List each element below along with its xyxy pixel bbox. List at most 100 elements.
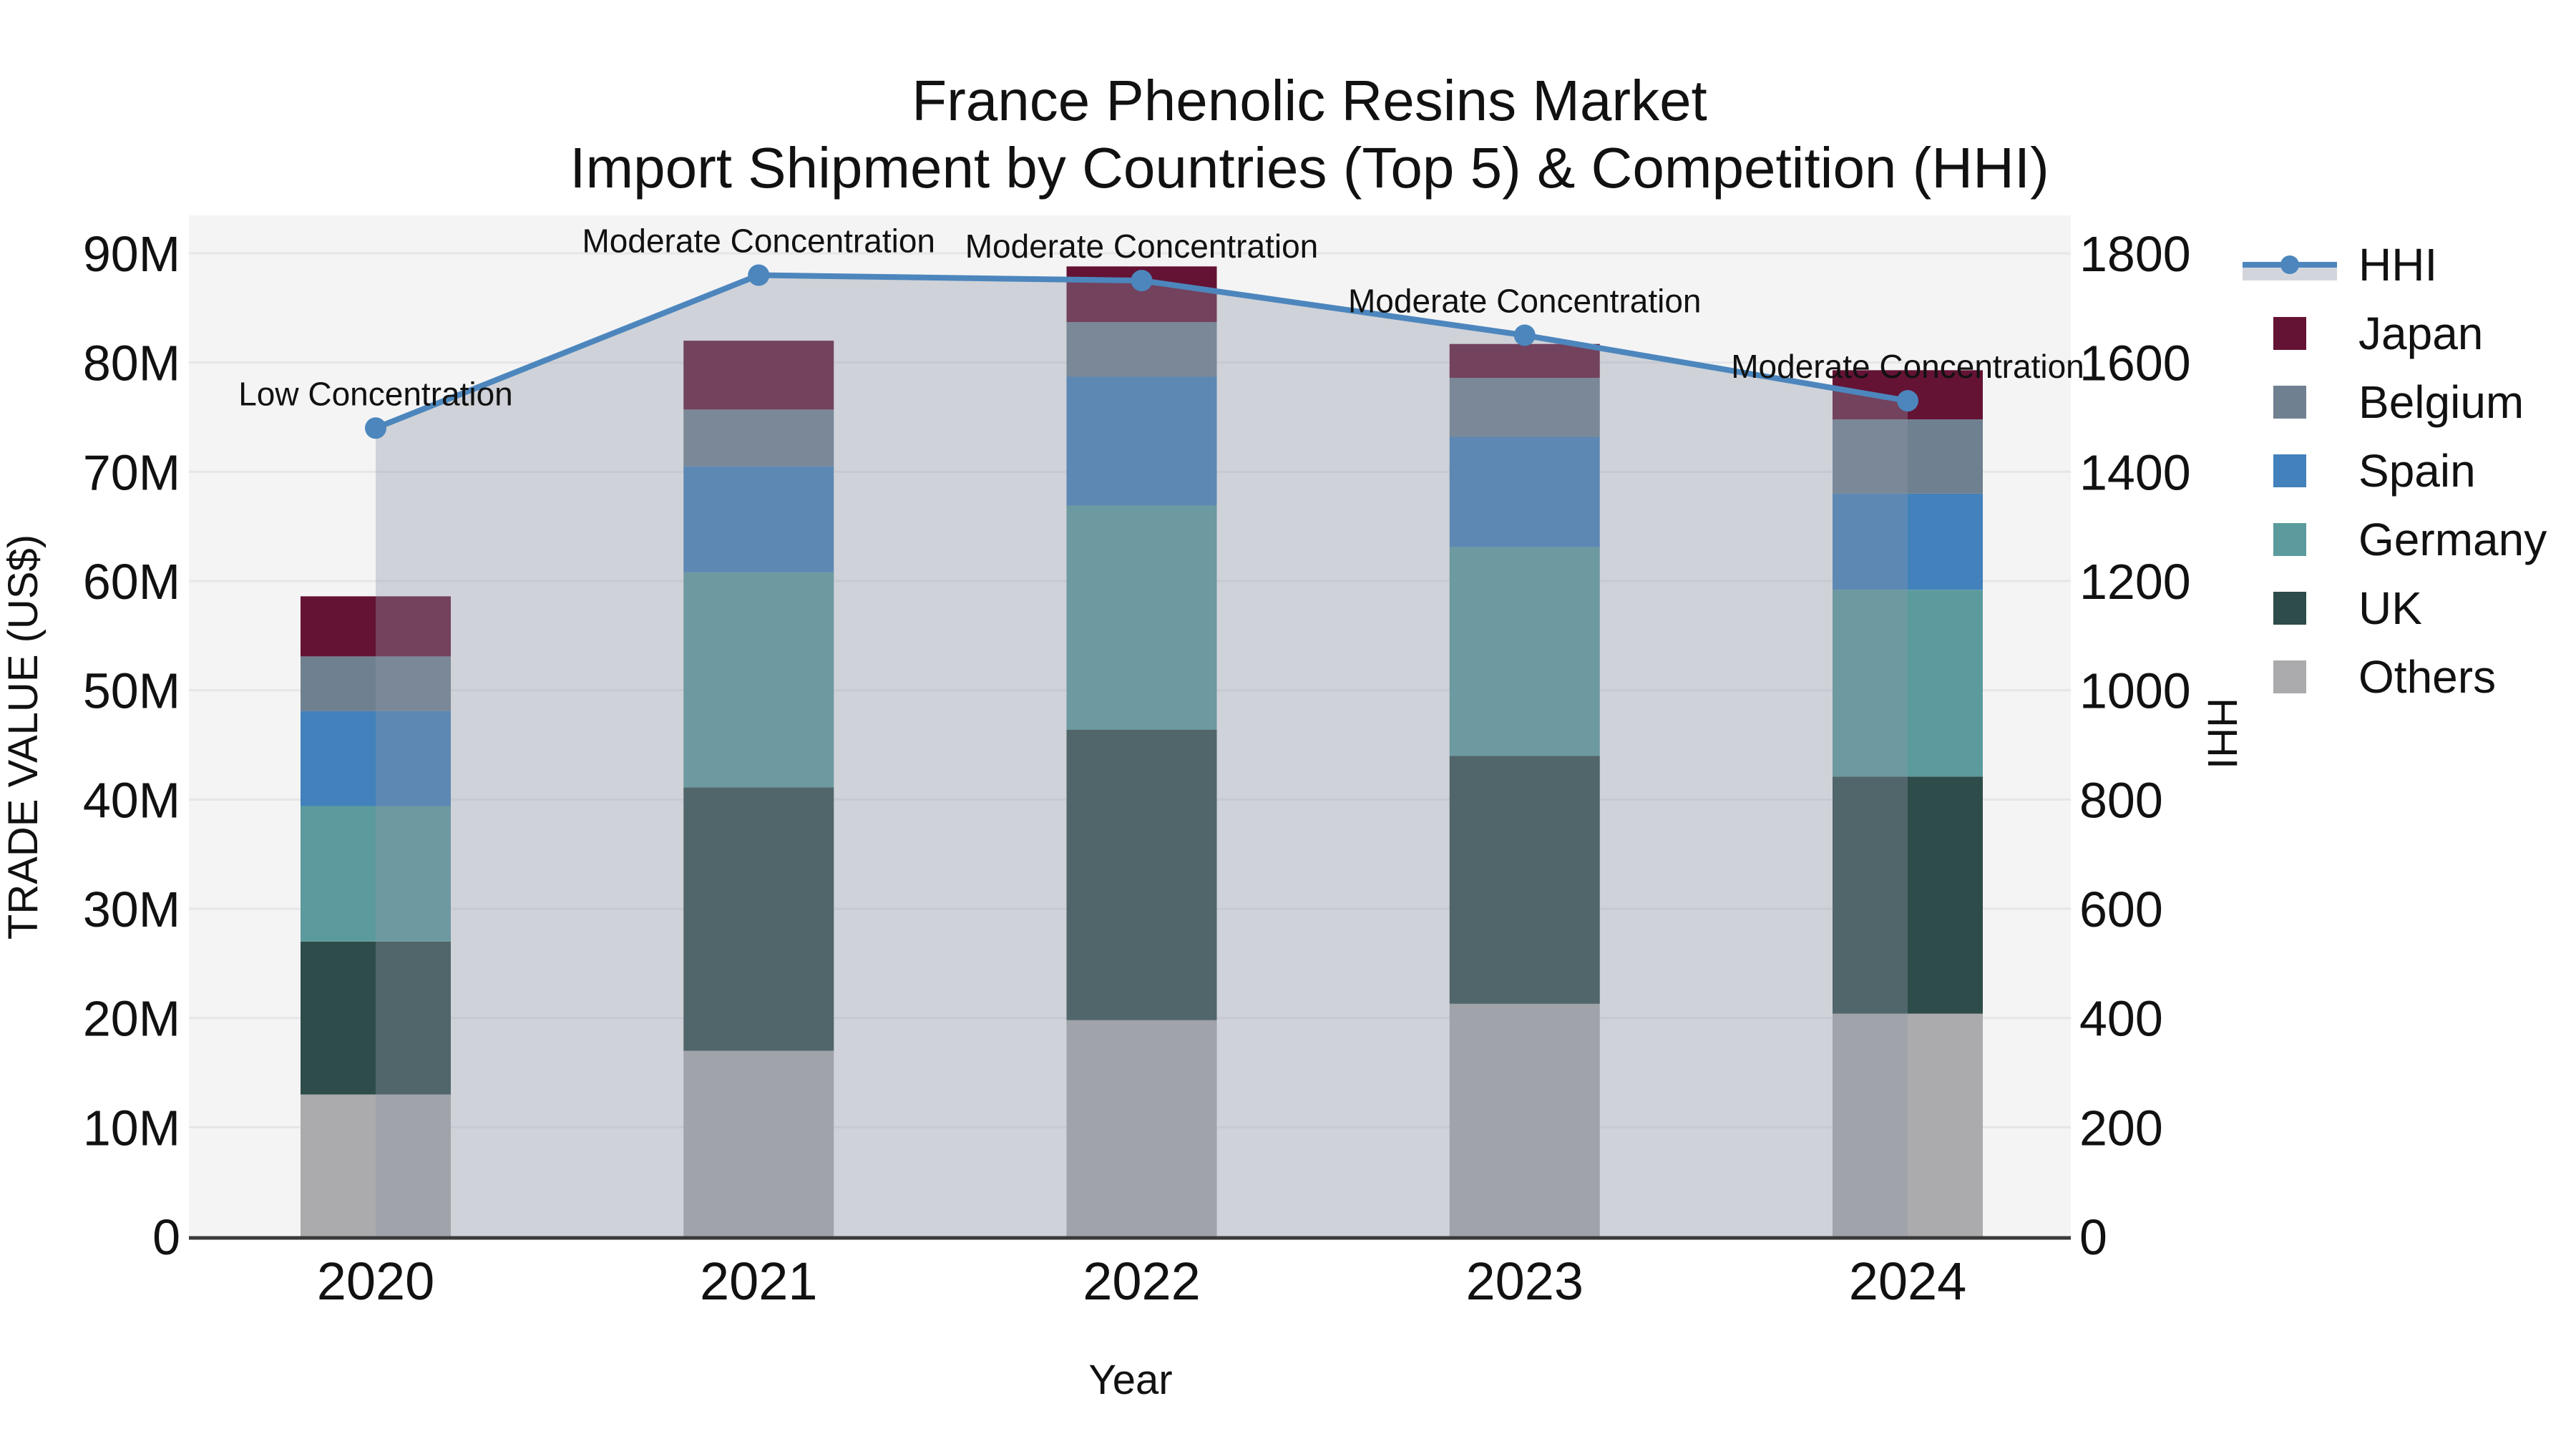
bar-segment-2023-japan [1449, 343, 1600, 379]
legend-color-swatch-icon [2240, 592, 2340, 625]
y-right-tick-0: 0 [2079, 1209, 2107, 1265]
legend-color-swatch-icon [2240, 317, 2340, 350]
annotation-2021: Moderate Concentration [582, 223, 935, 260]
hhi-marker-2022 [1131, 270, 1153, 292]
legend-label-hhi: HHI [2358, 239, 2438, 291]
x-tick-2022: 2022 [1083, 1252, 1201, 1311]
bar-segment-2022-belgium [1066, 322, 1217, 377]
bar-segment-2022-spain [1066, 376, 1217, 506]
hhi-area-swatch-icon [2243, 255, 2337, 280]
chart-title-line1: France Phenolic Resins Market [912, 69, 1707, 132]
bar-segment-2023-spain [1449, 436, 1600, 547]
bar-segment-2021-japan [683, 341, 834, 410]
bar-segment-2020-others [301, 1094, 451, 1236]
bar-segment-2021-uk [683, 787, 834, 1051]
uk-swatch-icon [2273, 592, 2306, 625]
germany-swatch-icon [2273, 523, 2306, 556]
y-axis-left-title: TRADE VALUE (US$) [0, 535, 47, 940]
y-right-tick-400: 400 [2079, 991, 2163, 1047]
y-right-tick-200: 200 [2079, 1100, 2163, 1156]
legend: HHI Japan Belgium Spain Germany UK Others [2240, 230, 2547, 711]
bar-segment-2024-spain [1833, 493, 1983, 590]
bar-segment-2024-uk [1833, 776, 1983, 1014]
bar-segment-2021-others [683, 1050, 834, 1236]
legend-label-uk: UK [2358, 582, 2422, 634]
bar-segment-2021-belgium [683, 409, 834, 467]
legend-color-swatch-icon [2240, 523, 2340, 556]
bar-segment-2022-others [1066, 1020, 1217, 1236]
legend-item-germany: Germany [2240, 505, 2547, 574]
bar-segment-2024-others [1833, 1013, 1983, 1236]
spain-swatch-icon [2273, 454, 2306, 487]
legend-label-others: Others [2358, 651, 2497, 703]
legend-item-japan: Japan [2240, 299, 2547, 368]
hhi-marker-2020 [365, 417, 386, 439]
legend-line-swatch-icon [2240, 249, 2340, 280]
bar-segment-2023-uk [1449, 756, 1600, 1004]
y-right-tick-800: 800 [2079, 772, 2163, 828]
y-right-tick-1800: 1800 [2079, 226, 2191, 282]
y-left-tick-70M: 70M [83, 444, 180, 500]
plot-area: Low Concentration Moderate Concentration M… [83, 215, 2191, 1311]
chart-title-line2: Import Shipment by Countries (Top 5) & C… [570, 136, 2049, 200]
japan-swatch-icon [2273, 317, 2306, 350]
legend-label-germany: Germany [2358, 514, 2547, 565]
bar-segment-2024-belgium [1833, 419, 1983, 494]
legend-label-spain: Spain [2358, 445, 2476, 497]
bar-segment-2020-uk [301, 941, 451, 1095]
bar-segment-2021-germany [683, 572, 834, 788]
x-tick-2023: 2023 [1465, 1252, 1584, 1311]
bar-segment-2024-germany [1833, 590, 1983, 777]
x-axis-title: Year [1088, 1357, 1172, 1403]
bar-segment-2023-germany [1449, 547, 1600, 756]
y-left-tick-0: 0 [152, 1209, 180, 1265]
annotation-2023: Moderate Concentration [1348, 283, 1702, 320]
hhi-area-fill [376, 275, 1908, 1236]
x-tick-2020: 2020 [317, 1252, 435, 1311]
hhi-marker-2021 [748, 264, 770, 286]
bar-segment-2020-spain [301, 711, 451, 806]
bar-segment-2020-belgium [301, 656, 451, 711]
bar-segment-2020-germany [301, 806, 451, 942]
y-right-tick-600: 600 [2079, 882, 2163, 937]
y-axis-right-title: HHI [2199, 698, 2245, 769]
legend-label-belgium: Belgium [2358, 376, 2524, 428]
y-left-tick-10M: 10M [83, 1100, 180, 1156]
legend-item-hhi: HHI [2240, 230, 2547, 299]
legend-color-swatch-icon [2240, 660, 2340, 693]
hhi-marker-2023 [1513, 324, 1536, 346]
bar-segment-2020-japan [301, 596, 451, 657]
x-tick-2021: 2021 [700, 1252, 818, 1311]
hhi-marker-swatch-icon [2280, 255, 2299, 274]
others-swatch-icon [2273, 660, 2306, 693]
y-right-tick-1200: 1200 [2079, 554, 2191, 610]
legend-item-uk: UK [2240, 574, 2547, 643]
bar-segment-2023-belgium [1449, 378, 1600, 437]
legend-color-swatch-icon [2240, 454, 2340, 487]
y-right-tick-1400: 1400 [2079, 444, 2191, 500]
belgium-swatch-icon [2273, 386, 2306, 419]
y-left-tick-50M: 50M [83, 663, 180, 719]
legend-item-spain: Spain [2240, 436, 2547, 505]
legend-item-belgium: Belgium [2240, 368, 2547, 436]
bar-segment-2022-uk [1066, 729, 1217, 1020]
y-right-tick-1600: 1600 [2079, 336, 2191, 391]
legend-label-japan: Japan [2358, 308, 2484, 359]
bar-segment-2021-spain [683, 466, 834, 572]
annotation-2020: Low Concentration [238, 375, 513, 412]
y-left-tick-30M: 30M [83, 882, 180, 937]
legend-color-swatch-icon [2240, 386, 2340, 419]
y-left-tick-60M: 60M [83, 554, 180, 610]
y-right-tick-1000: 1000 [2079, 663, 2191, 719]
bar-segment-2022-germany [1066, 505, 1217, 730]
annotation-2024: Moderate Concentration [1731, 348, 2084, 385]
hhi-marker-2024 [1897, 390, 1918, 412]
legend-item-others: Others [2240, 643, 2547, 711]
bar-segment-2023-others [1449, 1003, 1600, 1236]
y-left-tick-40M: 40M [83, 772, 180, 828]
y-left-tick-90M: 90M [83, 226, 180, 282]
x-tick-2024: 2024 [1849, 1252, 1967, 1311]
y-left-tick-80M: 80M [83, 336, 180, 391]
